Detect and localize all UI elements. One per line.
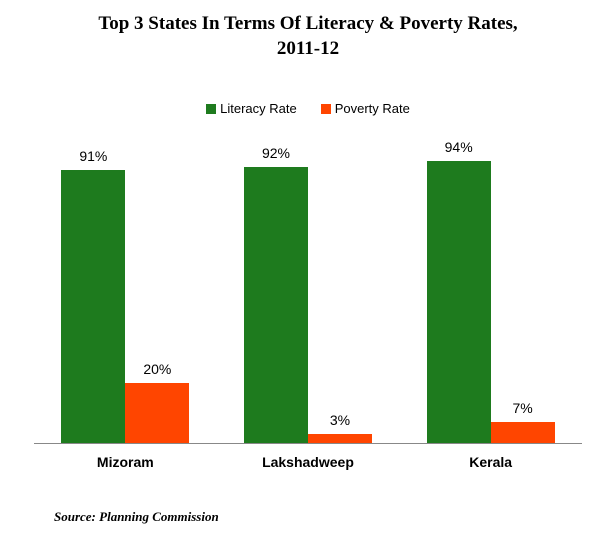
x-category-2: Kerala [421, 454, 561, 470]
legend-swatch-poverty [321, 104, 331, 114]
bar-group-0: 91% 20% [61, 170, 189, 443]
legend: Literacy Rate Poverty Rate [20, 101, 596, 116]
bar-label-poverty-2: 7% [513, 400, 533, 416]
legend-swatch-literacy [206, 104, 216, 114]
bar-literacy-0: 91% [61, 170, 125, 443]
legend-item-poverty: Poverty Rate [321, 101, 410, 116]
bar-label-literacy-0: 91% [79, 148, 107, 164]
x-axis: Mizoram Lakshadweep Kerala [34, 454, 582, 470]
bar-literacy-2: 94% [427, 161, 491, 443]
chart-title: Top 3 States In Terms Of Literacy & Pove… [20, 12, 596, 61]
bar-label-poverty-1: 3% [330, 412, 350, 428]
bar-poverty-2: 7% [491, 422, 555, 443]
legend-label-poverty: Poverty Rate [335, 101, 410, 116]
bar-poverty-1: 3% [308, 434, 372, 443]
x-category-0: Mizoram [55, 454, 195, 470]
bar-group-1: 92% 3% [244, 167, 372, 443]
legend-label-literacy: Literacy Rate [220, 101, 297, 116]
bar-poverty-0: 20% [125, 383, 189, 443]
title-line-1: Top 3 States In Terms Of Literacy & Pove… [98, 13, 517, 34]
source-text: Source: Planning Commission [54, 509, 219, 525]
bar-label-poverty-0: 20% [143, 361, 171, 377]
plot-area: 91% 20% 92% 3% 94% 7% [34, 144, 582, 444]
bar-label-literacy-1: 92% [262, 145, 290, 161]
title-line-2: 2011-12 [277, 38, 339, 59]
bar-label-literacy-2: 94% [445, 139, 473, 155]
bar-literacy-1: 92% [244, 167, 308, 443]
bar-group-2: 94% 7% [427, 161, 555, 443]
legend-item-literacy: Literacy Rate [206, 101, 297, 116]
x-category-1: Lakshadweep [238, 454, 378, 470]
